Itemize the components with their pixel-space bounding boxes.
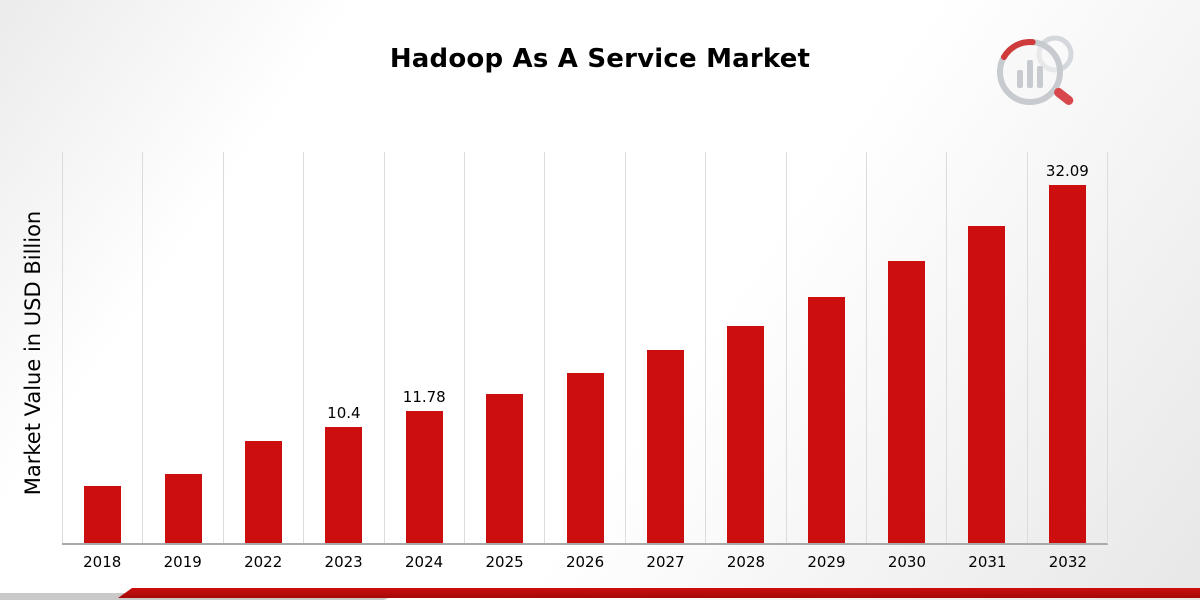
x-tick-label: 2029 bbox=[807, 553, 846, 571]
x-tick-label: 2025 bbox=[485, 553, 524, 571]
bar bbox=[325, 426, 363, 543]
x-tick-label: 2022 bbox=[244, 553, 283, 571]
y-axis-label: Market Value in USD Billion bbox=[21, 210, 45, 496]
x-tick-label: 2018 bbox=[83, 553, 122, 571]
x-tick-label: 2024 bbox=[405, 553, 444, 571]
bar bbox=[486, 394, 524, 543]
x-tick-label: 2027 bbox=[646, 553, 685, 571]
x-tick-label: 2023 bbox=[324, 553, 363, 571]
bar-column bbox=[222, 152, 303, 543]
x-tick-label: 2032 bbox=[1048, 553, 1087, 571]
bar bbox=[164, 473, 202, 543]
bar bbox=[244, 441, 282, 543]
x-tick-label: 2026 bbox=[565, 553, 605, 571]
bar bbox=[807, 297, 845, 543]
bar bbox=[968, 225, 1006, 543]
x-tick-label: 2030 bbox=[887, 553, 927, 571]
bar bbox=[727, 326, 765, 543]
bar-column: 32.09 bbox=[1026, 152, 1107, 543]
bar bbox=[84, 486, 122, 543]
bar-column bbox=[865, 152, 946, 543]
bar-value-label: 10.4 bbox=[327, 403, 361, 422]
bar-column bbox=[62, 152, 142, 543]
bar-column bbox=[544, 152, 624, 543]
bar bbox=[646, 349, 684, 543]
bar-column bbox=[946, 152, 1026, 543]
bar-column bbox=[705, 152, 785, 543]
x-tick-label: 2031 bbox=[968, 553, 1007, 571]
x-axis-ticks: 2018 2019 2022 2023 2024 2025 2026 2027 2028 2029… bbox=[62, 553, 1108, 571]
bar bbox=[566, 373, 604, 543]
bar bbox=[405, 411, 443, 543]
plot-area: 10.4 11.78 32.09 bbox=[62, 152, 1108, 545]
bar-chart-magnifier-icon bbox=[997, 35, 1074, 106]
bar-value-label: 32.09 bbox=[1045, 161, 1089, 180]
chart-title: Hadoop As A Service Market bbox=[389, 44, 811, 74]
bar-column: 10.4 bbox=[303, 152, 383, 543]
bottom-red-stripe bbox=[118, 588, 1200, 598]
bar-column bbox=[463, 152, 544, 543]
brand-logo bbox=[985, 28, 1085, 120]
bar bbox=[1048, 184, 1086, 543]
x-tick-label: 2028 bbox=[726, 553, 766, 571]
bar-column: 11.78 bbox=[383, 152, 464, 543]
bar-column bbox=[142, 152, 222, 543]
bar-column bbox=[785, 152, 866, 543]
bar bbox=[888, 261, 926, 543]
bar-column bbox=[624, 152, 705, 543]
x-tick-label: 2019 bbox=[163, 553, 202, 571]
bar-value-label: 11.78 bbox=[402, 388, 446, 407]
